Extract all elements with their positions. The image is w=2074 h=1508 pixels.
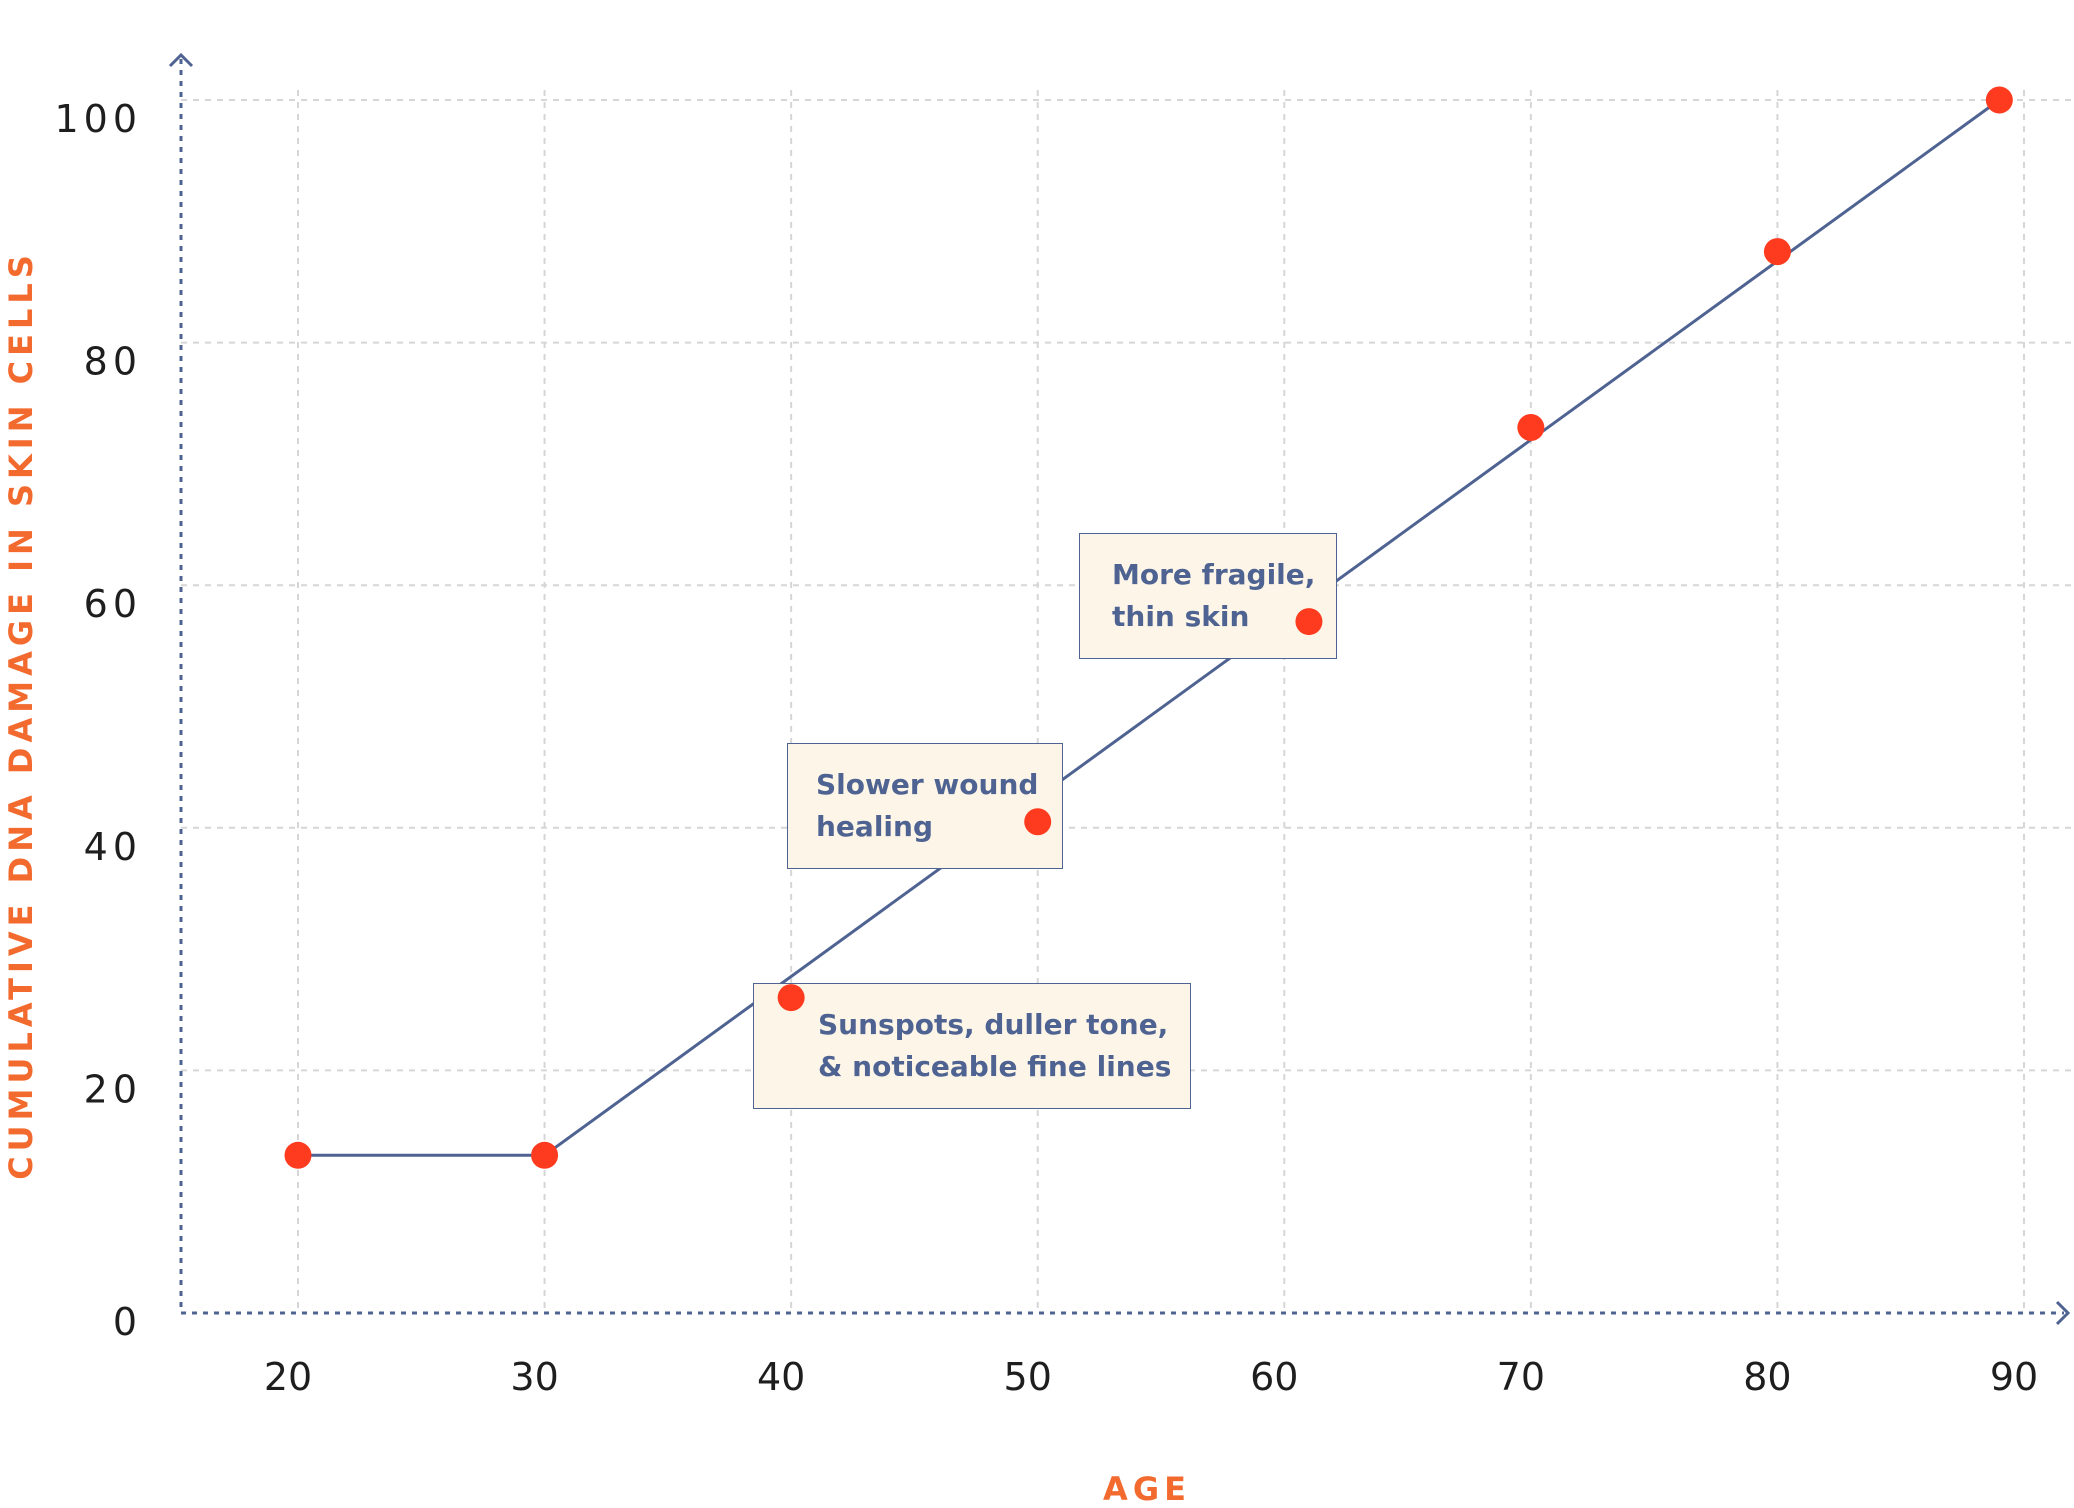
y-tick-label: 40 — [84, 825, 142, 869]
annotation-box: More fragile, thin skin — [1079, 533, 1337, 659]
x-axis-title: AGE — [1103, 1470, 1191, 1508]
y-tick-label: 20 — [84, 1067, 142, 1111]
y-axis-arrow — [168, 52, 194, 68]
annotation-text-line: & noticeable fine lines — [818, 1050, 1172, 1083]
annotation-text-line: thin skin — [1112, 600, 1250, 633]
x-tick-label: 90 — [1990, 1355, 2038, 1399]
x-tick-label: 60 — [1250, 1355, 1298, 1399]
annotation-text-line: healing — [816, 810, 933, 843]
x-axis-arrow — [2055, 1300, 2071, 1326]
y-tick-label: 80 — [84, 340, 142, 384]
annotation-box: Slower wound healing — [787, 743, 1063, 869]
y-tick-label: 100 — [54, 97, 142, 141]
y-tick-label: 60 — [84, 582, 142, 626]
annotation-box: Sunspots, duller tone, & noticeable fine … — [753, 983, 1191, 1109]
y-axis-title: CUMULATIVE DNA DAMAGE IN SKIN CELLS — [2, 250, 40, 1180]
annotation-text-line: More fragile, — [1112, 558, 1316, 591]
x-tick-label: 20 — [264, 1355, 312, 1399]
y-tick-label: 0 — [113, 1300, 142, 1344]
annotation-text-line: Sunspots, duller tone, — [818, 1008, 1169, 1041]
tick-labels: 20 30 40 50 60 70 80 90 0 20 40 60 80 100 — [54, 97, 2038, 1399]
x-tick-label: 30 — [510, 1355, 558, 1399]
axes — [168, 52, 2071, 1326]
x-tick-label: 80 — [1743, 1355, 1791, 1399]
annotation-text-line: Slower wound — [816, 768, 1039, 801]
x-tick-label: 50 — [1004, 1355, 1052, 1399]
x-tick-label: 70 — [1497, 1355, 1545, 1399]
x-tick-label: 40 — [757, 1355, 805, 1399]
grid — [181, 90, 2074, 1313]
